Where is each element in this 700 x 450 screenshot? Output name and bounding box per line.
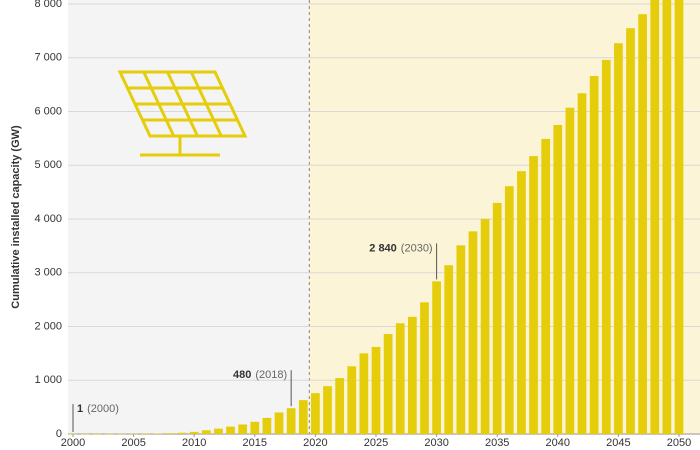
- x-tick-label: 2015: [243, 437, 267, 449]
- bar: [480, 219, 490, 434]
- bar: [323, 386, 332, 434]
- x-tick-label: 2030: [424, 437, 448, 449]
- bar: [614, 43, 623, 435]
- bar: [104, 433, 114, 435]
- bar: [577, 93, 587, 434]
- bar: [347, 366, 357, 434]
- y-axis-label: Cumulative installed capacity (GW): [10, 125, 22, 309]
- x-tick-label: 2000: [61, 437, 85, 449]
- bar: [432, 281, 441, 434]
- y-tick-label: 2 000: [34, 320, 62, 332]
- y-tick-label: 8 000: [34, 0, 62, 10]
- bar: [529, 156, 538, 435]
- annotation: 2 840 (2030): [369, 242, 432, 254]
- bar: [226, 426, 235, 434]
- bar: [129, 433, 138, 435]
- y-tick-label: 3 000: [34, 267, 62, 279]
- bar: [371, 346, 381, 434]
- bar: [153, 433, 163, 435]
- annotation-value: 2 840: [369, 242, 397, 254]
- bar: [662, 0, 672, 434]
- bar: [238, 424, 248, 434]
- bar: [395, 323, 405, 434]
- solar-panel-icon: [117, 70, 248, 157]
- y-tick-label: 5 000: [34, 159, 62, 171]
- bar: [492, 202, 502, 434]
- bar: [214, 428, 223, 434]
- y-tick-label: 1 000: [34, 374, 62, 386]
- bar: [335, 378, 345, 434]
- x-tick-label: 2045: [606, 437, 630, 449]
- x-tick-label: 2050: [667, 437, 691, 449]
- x-tick-label: 2025: [364, 437, 388, 449]
- bar: [165, 433, 175, 434]
- x-tick-label: 2035: [485, 437, 509, 449]
- bar: [601, 59, 611, 435]
- bar: [250, 421, 260, 434]
- bar: [201, 430, 211, 434]
- bar: [541, 138, 551, 434]
- annotation: 480 (2018): [233, 369, 287, 381]
- bar: [674, 0, 684, 434]
- bar: [92, 433, 102, 435]
- bar: [468, 231, 478, 434]
- bar: [286, 408, 296, 434]
- bar: [262, 417, 272, 434]
- x-tick-label: 2020: [303, 437, 327, 449]
- bar: [517, 171, 526, 434]
- bar: [553, 124, 563, 434]
- bar: [274, 412, 284, 434]
- bar: [298, 400, 308, 434]
- y-tick-label: 4 000: [34, 213, 62, 225]
- bar: [565, 107, 575, 435]
- bar: [383, 334, 393, 434]
- bar: [407, 316, 417, 434]
- bar: [638, 14, 648, 435]
- bar: [589, 76, 599, 435]
- bar: [444, 265, 454, 434]
- annotation-year: (2030): [401, 242, 433, 254]
- bar: [359, 353, 369, 434]
- bar: [189, 431, 199, 434]
- annotation-year: (2018): [255, 369, 287, 381]
- annotation-value: 1: [77, 403, 83, 415]
- y-tick-label: 0: [56, 428, 62, 440]
- bar: [68, 433, 78, 435]
- bar: [650, 0, 660, 434]
- annotation: 1 (2000): [77, 403, 119, 415]
- y-tick-label: 6 000: [34, 105, 62, 117]
- annotation-year: (2000): [87, 403, 119, 415]
- bar: [311, 393, 320, 434]
- annotation-value: 480: [233, 369, 251, 381]
- x-tick-label: 2005: [121, 437, 145, 449]
- bar: [626, 28, 635, 434]
- bar: [177, 432, 187, 434]
- bar: [420, 302, 429, 434]
- bar: [141, 433, 151, 435]
- bar: [504, 186, 514, 434]
- y-tick-label: 7 000: [34, 52, 62, 64]
- x-tick-label: 2010: [182, 437, 206, 449]
- bar: [80, 433, 90, 435]
- x-tick-label: 2040: [546, 437, 570, 449]
- bar: [117, 433, 126, 435]
- bar: [456, 245, 466, 434]
